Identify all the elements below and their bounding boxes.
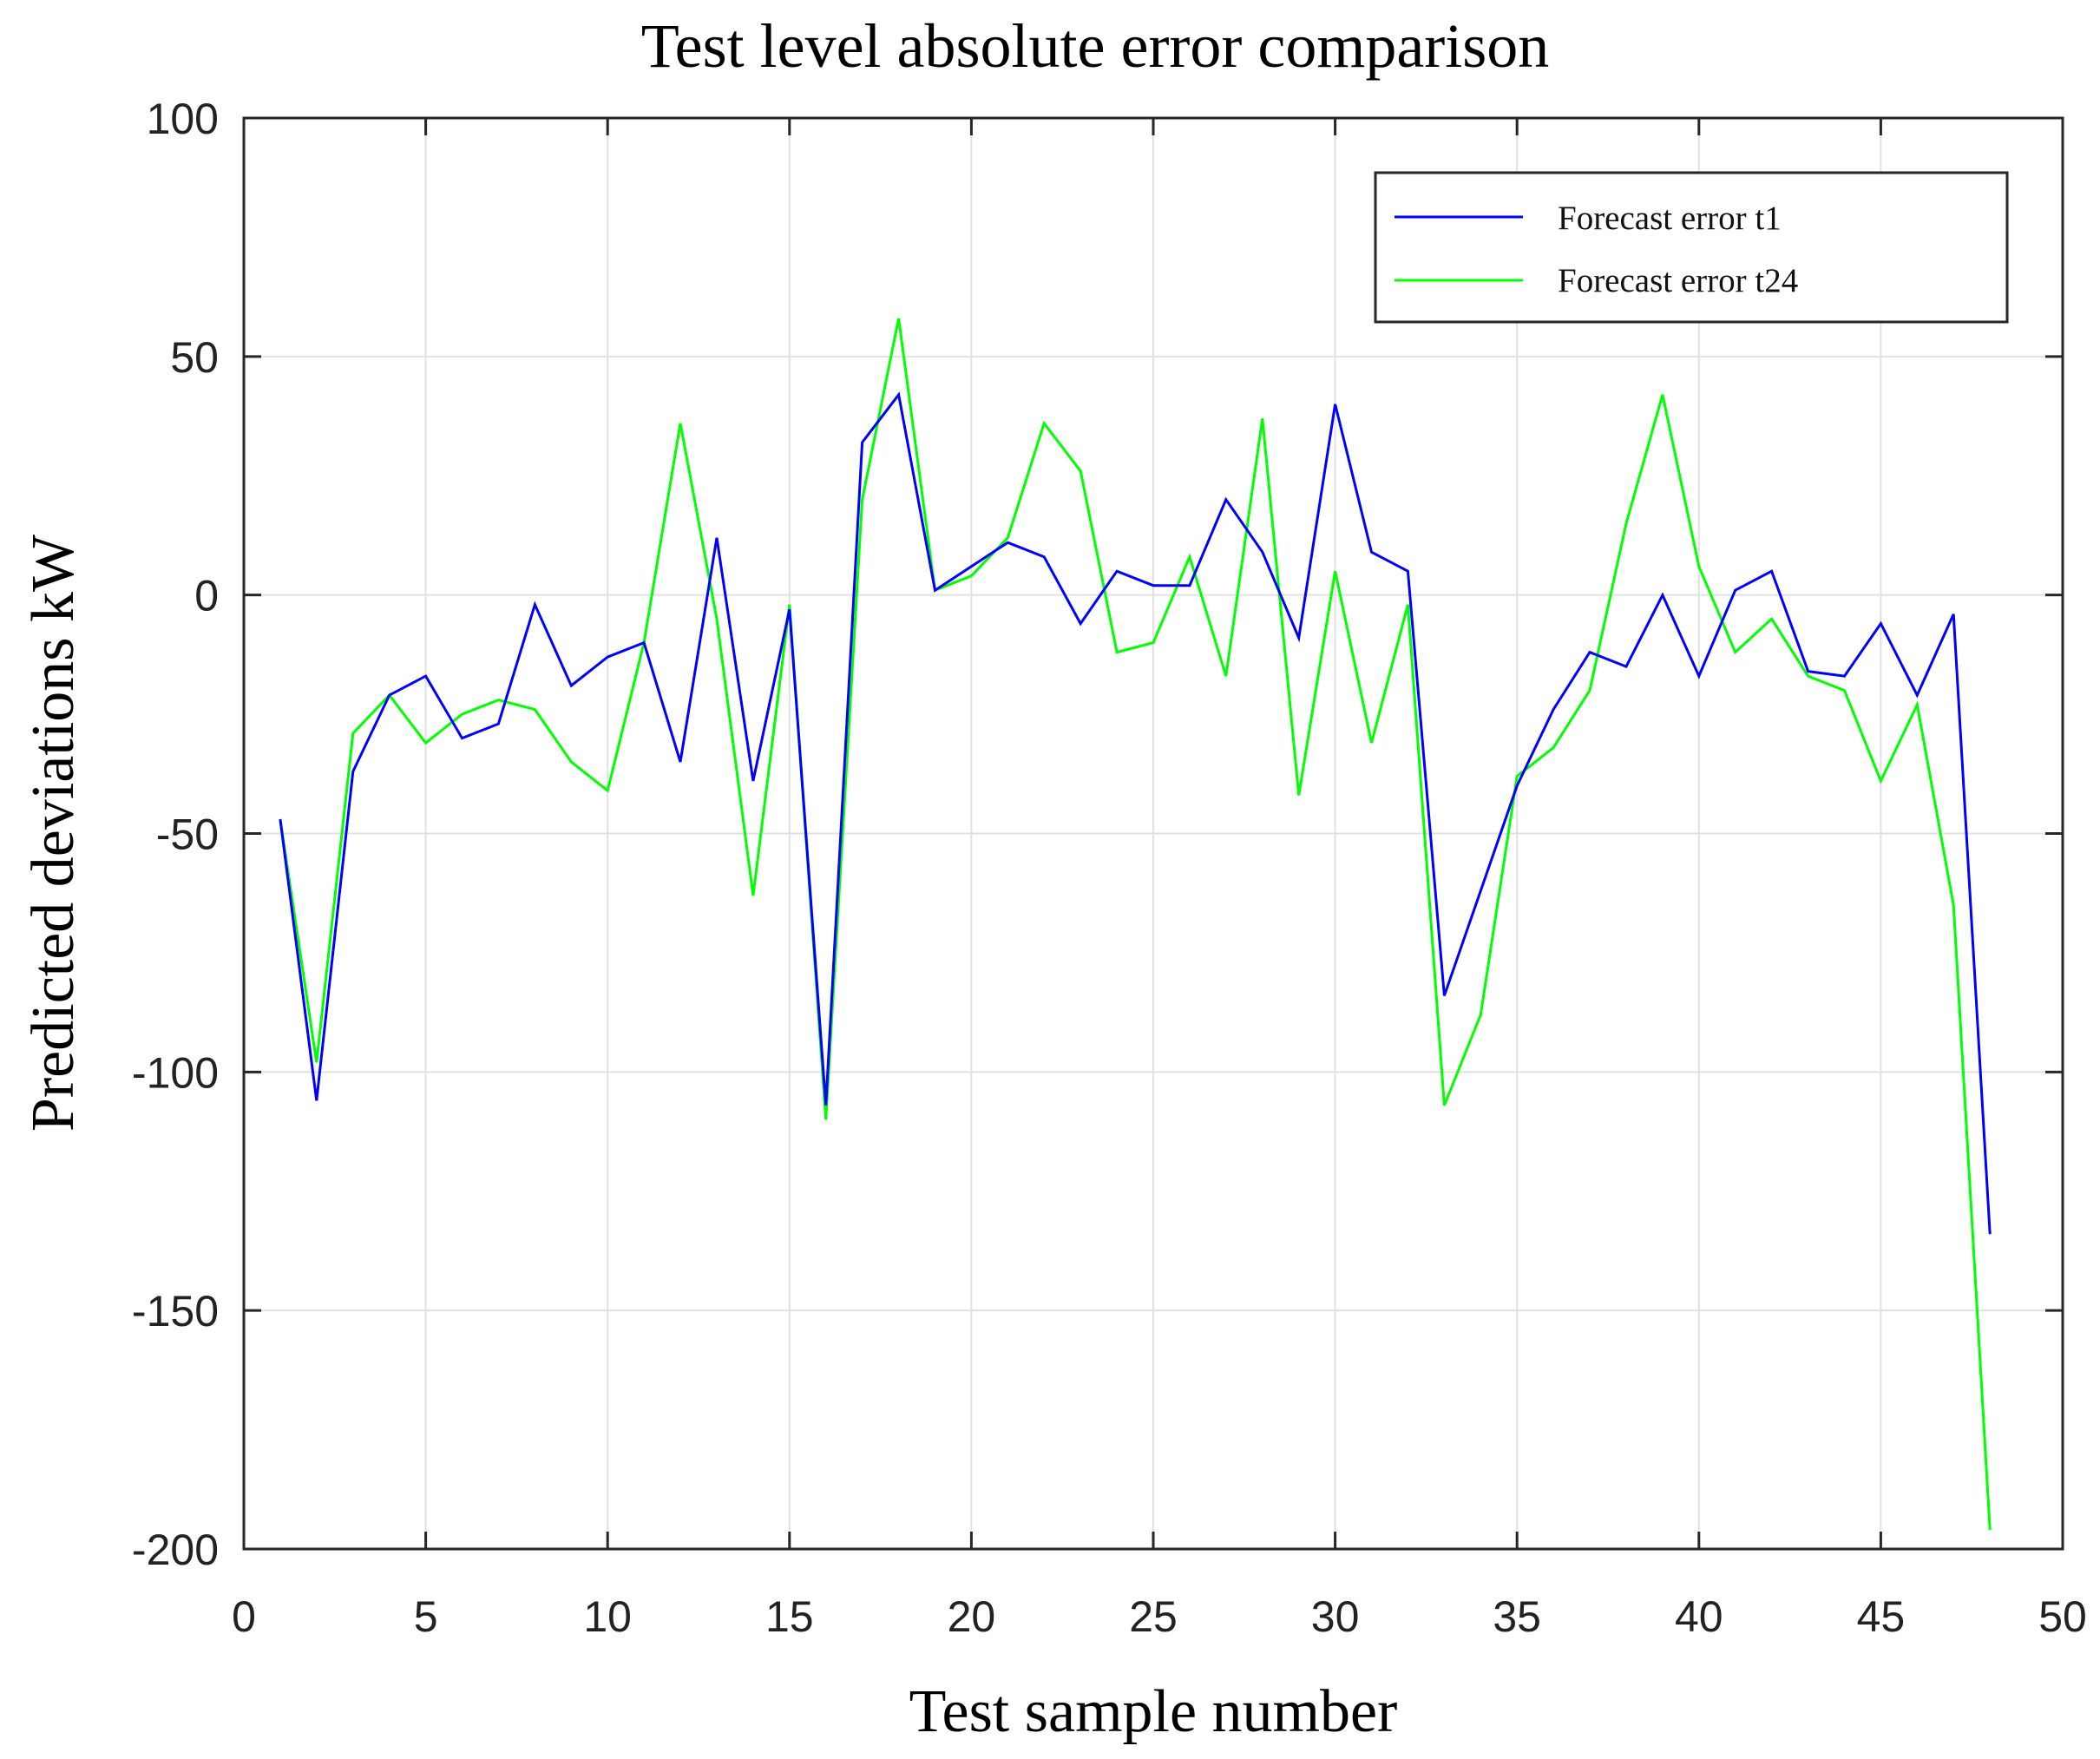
x-tick-label: 0	[232, 1592, 256, 1641]
series-line-forecast-error-t24	[279, 318, 1992, 1531]
legend-label-t1: Forecast error t1	[1558, 200, 1782, 237]
x-tick-label: 40	[1675, 1592, 1723, 1641]
plot-frame	[242, 116, 2064, 1551]
y-tick-label: 0	[194, 572, 219, 620]
x-axis-ticks: 0 5 10 15 20 25 30 35 40 45 50	[232, 118, 2087, 1641]
chart-title: Test level absolute error comparison	[641, 11, 1550, 81]
series-line-forecast-error-t1	[279, 391, 1992, 1235]
legend-box	[1374, 171, 2009, 324]
series-layer	[279, 318, 1992, 1531]
y-axis-label: Predicted deviations kW	[20, 535, 87, 1132]
x-tick-label: 10	[583, 1592, 632, 1641]
y-tick-label: -50	[156, 811, 219, 859]
y-tick-label: -100	[132, 1048, 219, 1097]
x-tick-label: 25	[1129, 1592, 1178, 1641]
y-tick-label: 100	[147, 95, 219, 143]
x-axis-label: Test sample number	[909, 1678, 1398, 1745]
x-tick-label: 45	[1857, 1592, 1906, 1641]
legend: Forecast error t1 Forecast error t24	[1374, 171, 2009, 324]
x-tick-label: 35	[1493, 1592, 1541, 1641]
legend-label-t24: Forecast error t24	[1558, 262, 1798, 299]
x-tick-label: 30	[1311, 1592, 1360, 1641]
y-axis-ticks: 100 50 0 -50 -100 -150 -200	[132, 95, 2063, 1574]
grid-lines	[244, 118, 2063, 1549]
y-tick-label: -200	[132, 1526, 219, 1574]
x-tick-label: 50	[2038, 1592, 2087, 1641]
y-tick-label: 50	[170, 333, 219, 382]
x-tick-label: 20	[948, 1592, 996, 1641]
x-tick-label: 5	[414, 1592, 438, 1641]
y-tick-label: -150	[132, 1287, 219, 1336]
x-tick-label: 15	[765, 1592, 814, 1641]
